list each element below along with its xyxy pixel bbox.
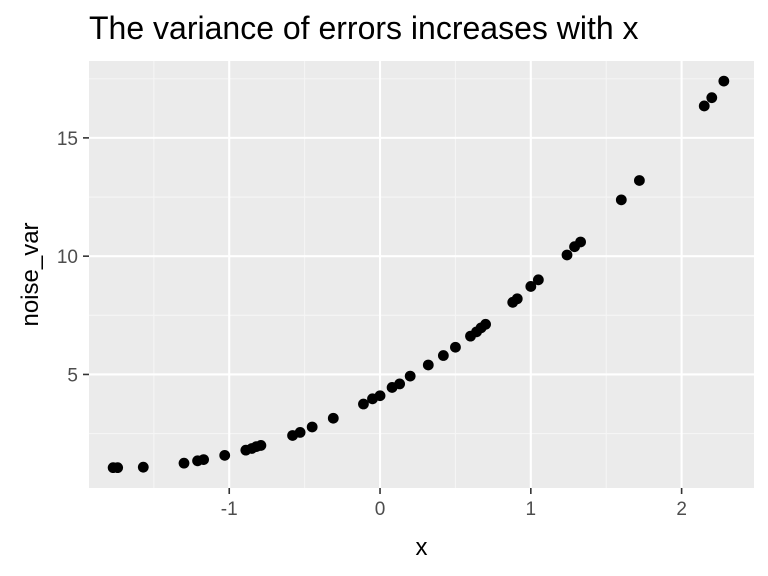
chart-title: The variance of errors increases with x: [89, 10, 639, 46]
tick-labels: -1 0 1 2 5 10 15: [57, 129, 687, 520]
x-tick-label: 2: [676, 499, 687, 520]
data-point: [306, 421, 318, 433]
x-tick-label: 1: [526, 499, 537, 520]
data-point: [450, 341, 461, 353]
data-point: [422, 359, 434, 371]
data-point: [718, 75, 730, 87]
data-point: [358, 398, 369, 410]
y-tick-label: 15: [57, 129, 78, 150]
plot-panel: [89, 61, 754, 488]
x-tick-label: -1: [221, 499, 238, 520]
data-point: [698, 100, 710, 112]
data-point: [198, 454, 210, 466]
data-point: [633, 175, 645, 186]
data-point: [137, 461, 149, 473]
data-point: [394, 378, 406, 390]
data-point: [219, 449, 231, 461]
data-points: [107, 75, 730, 474]
data-point: [615, 194, 627, 206]
data-point: [404, 370, 416, 382]
data-point: [294, 427, 306, 438]
data-point: [327, 412, 339, 424]
y-tick-label: 5: [67, 365, 78, 386]
x-axis-label: x: [416, 534, 428, 561]
axis-ticks: [83, 137, 683, 494]
x-tick-label: 0: [375, 499, 386, 520]
data-point: [525, 281, 537, 292]
data-point: [112, 462, 124, 474]
data-point: [561, 249, 573, 261]
data-point: [706, 92, 718, 104]
data-point: [255, 440, 267, 451]
data-point: [480, 318, 491, 330]
minor-grid: [89, 61, 754, 488]
data-point: [437, 350, 449, 361]
data-point: [532, 274, 544, 286]
data-point: [575, 236, 586, 248]
data-point: [374, 390, 386, 402]
major-grid: [89, 61, 754, 488]
y-tick-label: 10: [57, 247, 78, 268]
data-point: [511, 293, 523, 305]
data-point: [178, 457, 190, 469]
y-axis-label: noise_var: [17, 222, 44, 326]
